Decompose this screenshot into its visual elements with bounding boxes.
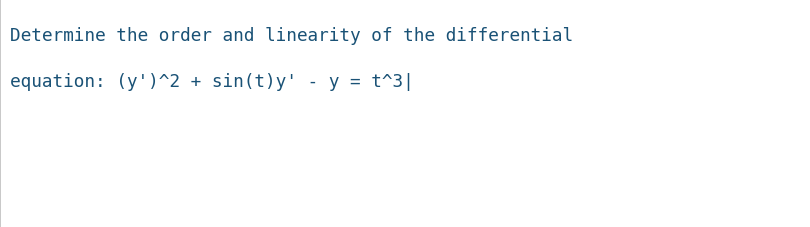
Text: Determine the order and linearity of the differential: Determine the order and linearity of the… [10, 27, 573, 45]
Text: equation: (y')^2 + sin(t)y' - y = t^3|: equation: (y')^2 + sin(t)y' - y = t^3| [10, 73, 413, 91]
